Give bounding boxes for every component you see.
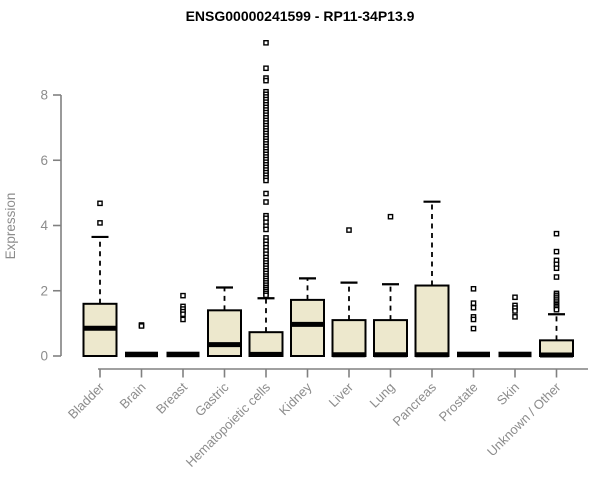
x-label-gastric: Gastric xyxy=(192,379,232,419)
outlier-point-prostate xyxy=(470,300,477,306)
boxplot-group-liver xyxy=(331,227,367,358)
y-tick-label: 2 xyxy=(40,283,48,298)
boxplot-series xyxy=(82,40,574,358)
y-tick-label: 4 xyxy=(40,218,48,233)
flat-box-brain xyxy=(125,351,158,358)
box-pancreas xyxy=(414,284,450,357)
outlier-point-skin xyxy=(512,308,518,314)
outlier-point-brain xyxy=(138,323,145,329)
outlier-point-hematopoietic-cells xyxy=(263,77,269,84)
flat-box-skin xyxy=(498,351,532,358)
y-axis-label: Expression xyxy=(3,193,18,260)
outlier-point-unknown-other xyxy=(553,248,560,255)
boxplot-group-gastric xyxy=(207,286,242,358)
outlier-point-skin xyxy=(512,314,518,320)
boxplot-group-kidney xyxy=(290,277,325,358)
y-tick-label: 8 xyxy=(40,88,48,103)
x-label-breast: Breast xyxy=(153,379,190,416)
x-label-prostate: Prostate xyxy=(436,380,481,425)
x-label-bladder: Bladder xyxy=(65,379,108,422)
outlier-point-skin xyxy=(512,294,518,301)
chart-title: ENSG00000241599 - RP11-34P13.9 xyxy=(186,8,415,24)
boxplot-group-pancreas xyxy=(414,200,450,358)
outlier-point-unknown-other xyxy=(553,274,560,280)
outlier-point-hematopoietic-cells xyxy=(263,292,269,299)
x-label-kidney: Kidney xyxy=(276,379,315,418)
boxplot-group-brain xyxy=(125,322,158,358)
box-liver xyxy=(331,319,367,357)
boxplot-group-lung xyxy=(373,213,408,358)
outlier-point-liver xyxy=(346,227,352,233)
x-label-skin: Skin xyxy=(494,380,522,408)
outlier-point-unknown-other xyxy=(553,230,560,237)
box-kidney xyxy=(290,298,325,358)
y-tick-label: 6 xyxy=(40,153,48,168)
outlier-point-hematopoietic-cells xyxy=(263,65,269,72)
outlier-point-hematopoietic-cells xyxy=(263,177,269,184)
y-tick-label: 0 xyxy=(40,349,48,364)
x-label-lung: Lung xyxy=(367,380,398,411)
boxplot-group-prostate xyxy=(457,285,490,358)
outlier-point-breast xyxy=(180,311,186,318)
outlier-point-prostate xyxy=(470,304,477,311)
outlier-point-hematopoietic-cells xyxy=(263,199,269,205)
box-lung xyxy=(373,319,408,357)
outlier-point-hematopoietic-cells xyxy=(263,40,269,46)
outlier-point-hematopoietic-cells xyxy=(263,190,269,197)
outlier-point-unknown-other xyxy=(553,306,560,313)
outlier-point-unknown-other xyxy=(553,265,560,272)
boxplot-group-breast xyxy=(166,292,200,358)
outlier-point-prostate xyxy=(470,325,477,332)
outlier-point-breast xyxy=(180,316,186,323)
box-gastric xyxy=(207,309,242,358)
outlier-point-hematopoietic-cells xyxy=(263,226,269,233)
x-label-brain: Brain xyxy=(117,380,149,412)
x-label-liver: Liver xyxy=(326,379,357,410)
outlier-point-prostate xyxy=(470,316,477,323)
x-label-pancreas: Pancreas xyxy=(390,379,440,429)
outlier-point-bladder xyxy=(97,200,103,207)
flat-box-prostate xyxy=(457,351,490,358)
outlier-point-lung xyxy=(387,213,394,220)
y-axis: 0 2 4 6 8 xyxy=(40,88,62,364)
boxplot-group-unknown-other xyxy=(539,230,574,358)
x-label-unknown-other: Unknown / Other xyxy=(484,379,564,459)
outlier-point-bladder xyxy=(97,220,103,226)
boxplot-group-skin xyxy=(498,294,532,358)
boxplot-group-bladder xyxy=(82,200,118,357)
flat-box-breast xyxy=(166,351,200,358)
boxplot-group-hematopoietic-cells xyxy=(248,40,284,357)
outlier-point-prostate xyxy=(470,285,477,292)
outlier-point-breast xyxy=(180,292,186,299)
